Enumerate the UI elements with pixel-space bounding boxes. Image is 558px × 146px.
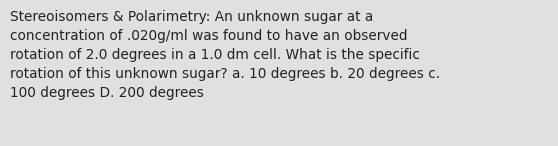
Text: Stereoisomers & Polarimetry: An unknown sugar at a
concentration of .020g/ml was: Stereoisomers & Polarimetry: An unknown … [10, 10, 440, 100]
